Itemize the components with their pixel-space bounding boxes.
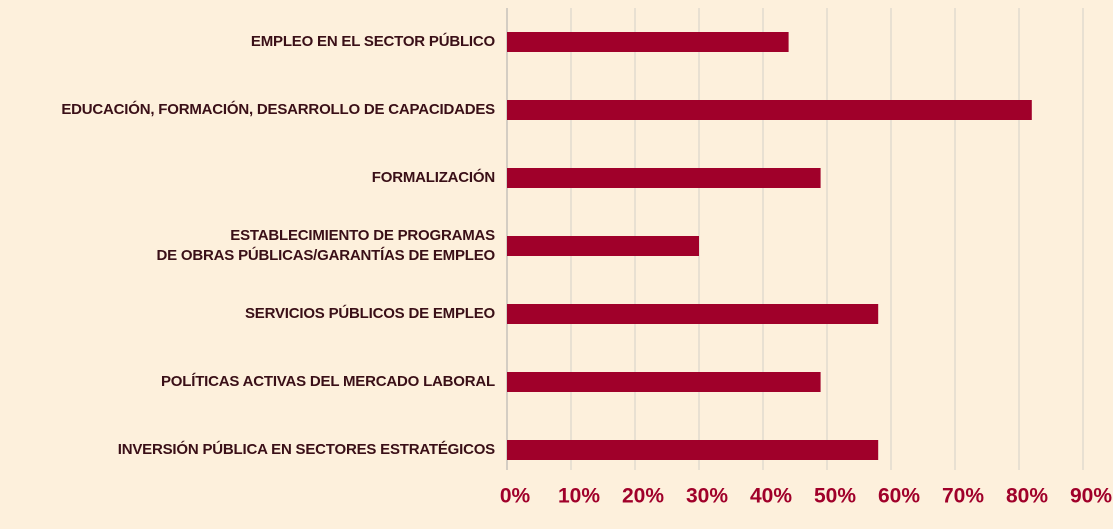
x-tick-label: 90% bbox=[1070, 485, 1112, 508]
bar bbox=[507, 32, 789, 52]
bar bbox=[507, 440, 879, 460]
x-tick-label: 20% bbox=[622, 485, 664, 508]
bar bbox=[507, 372, 821, 392]
bar bbox=[507, 304, 879, 324]
y-tick-label: EDUCACIÓN, FORMACIÓN, DESARROLLO DE CAPA… bbox=[61, 101, 495, 118]
x-tick-label: 60% bbox=[878, 485, 920, 508]
x-tick-label: 10% bbox=[558, 485, 600, 508]
x-tick-label: 30% bbox=[686, 485, 728, 508]
x-tick-label: 50% bbox=[814, 485, 856, 508]
y-tick-label: INVERSIÓN PÚBLICA EN SECTORES ESTRATÉGIC… bbox=[117, 441, 495, 458]
x-tick-label: 80% bbox=[1006, 485, 1048, 508]
y-tick-label: POLÍTICAS ACTIVAS DEL MERCADO LABORAL bbox=[161, 373, 495, 390]
x-tick-label: 70% bbox=[942, 485, 984, 508]
y-tick-label: ESTABLECIMIENTO DE PROGRAMAS DE OBRAS PÚ… bbox=[156, 227, 496, 264]
y-tick-label: FORMALIZACIÓN bbox=[371, 169, 495, 186]
bar bbox=[507, 100, 1032, 120]
y-tick-label: EMPLEO EN EL SECTOR PÚBLICO bbox=[250, 33, 495, 50]
x-tick-label: 40% bbox=[750, 485, 792, 508]
y-tick-label: SERVICIOS PÚBLICOS DE EMPLEO bbox=[244, 305, 495, 322]
x-tick-label: 0% bbox=[500, 485, 531, 508]
bar bbox=[507, 168, 821, 188]
bar bbox=[507, 236, 699, 256]
